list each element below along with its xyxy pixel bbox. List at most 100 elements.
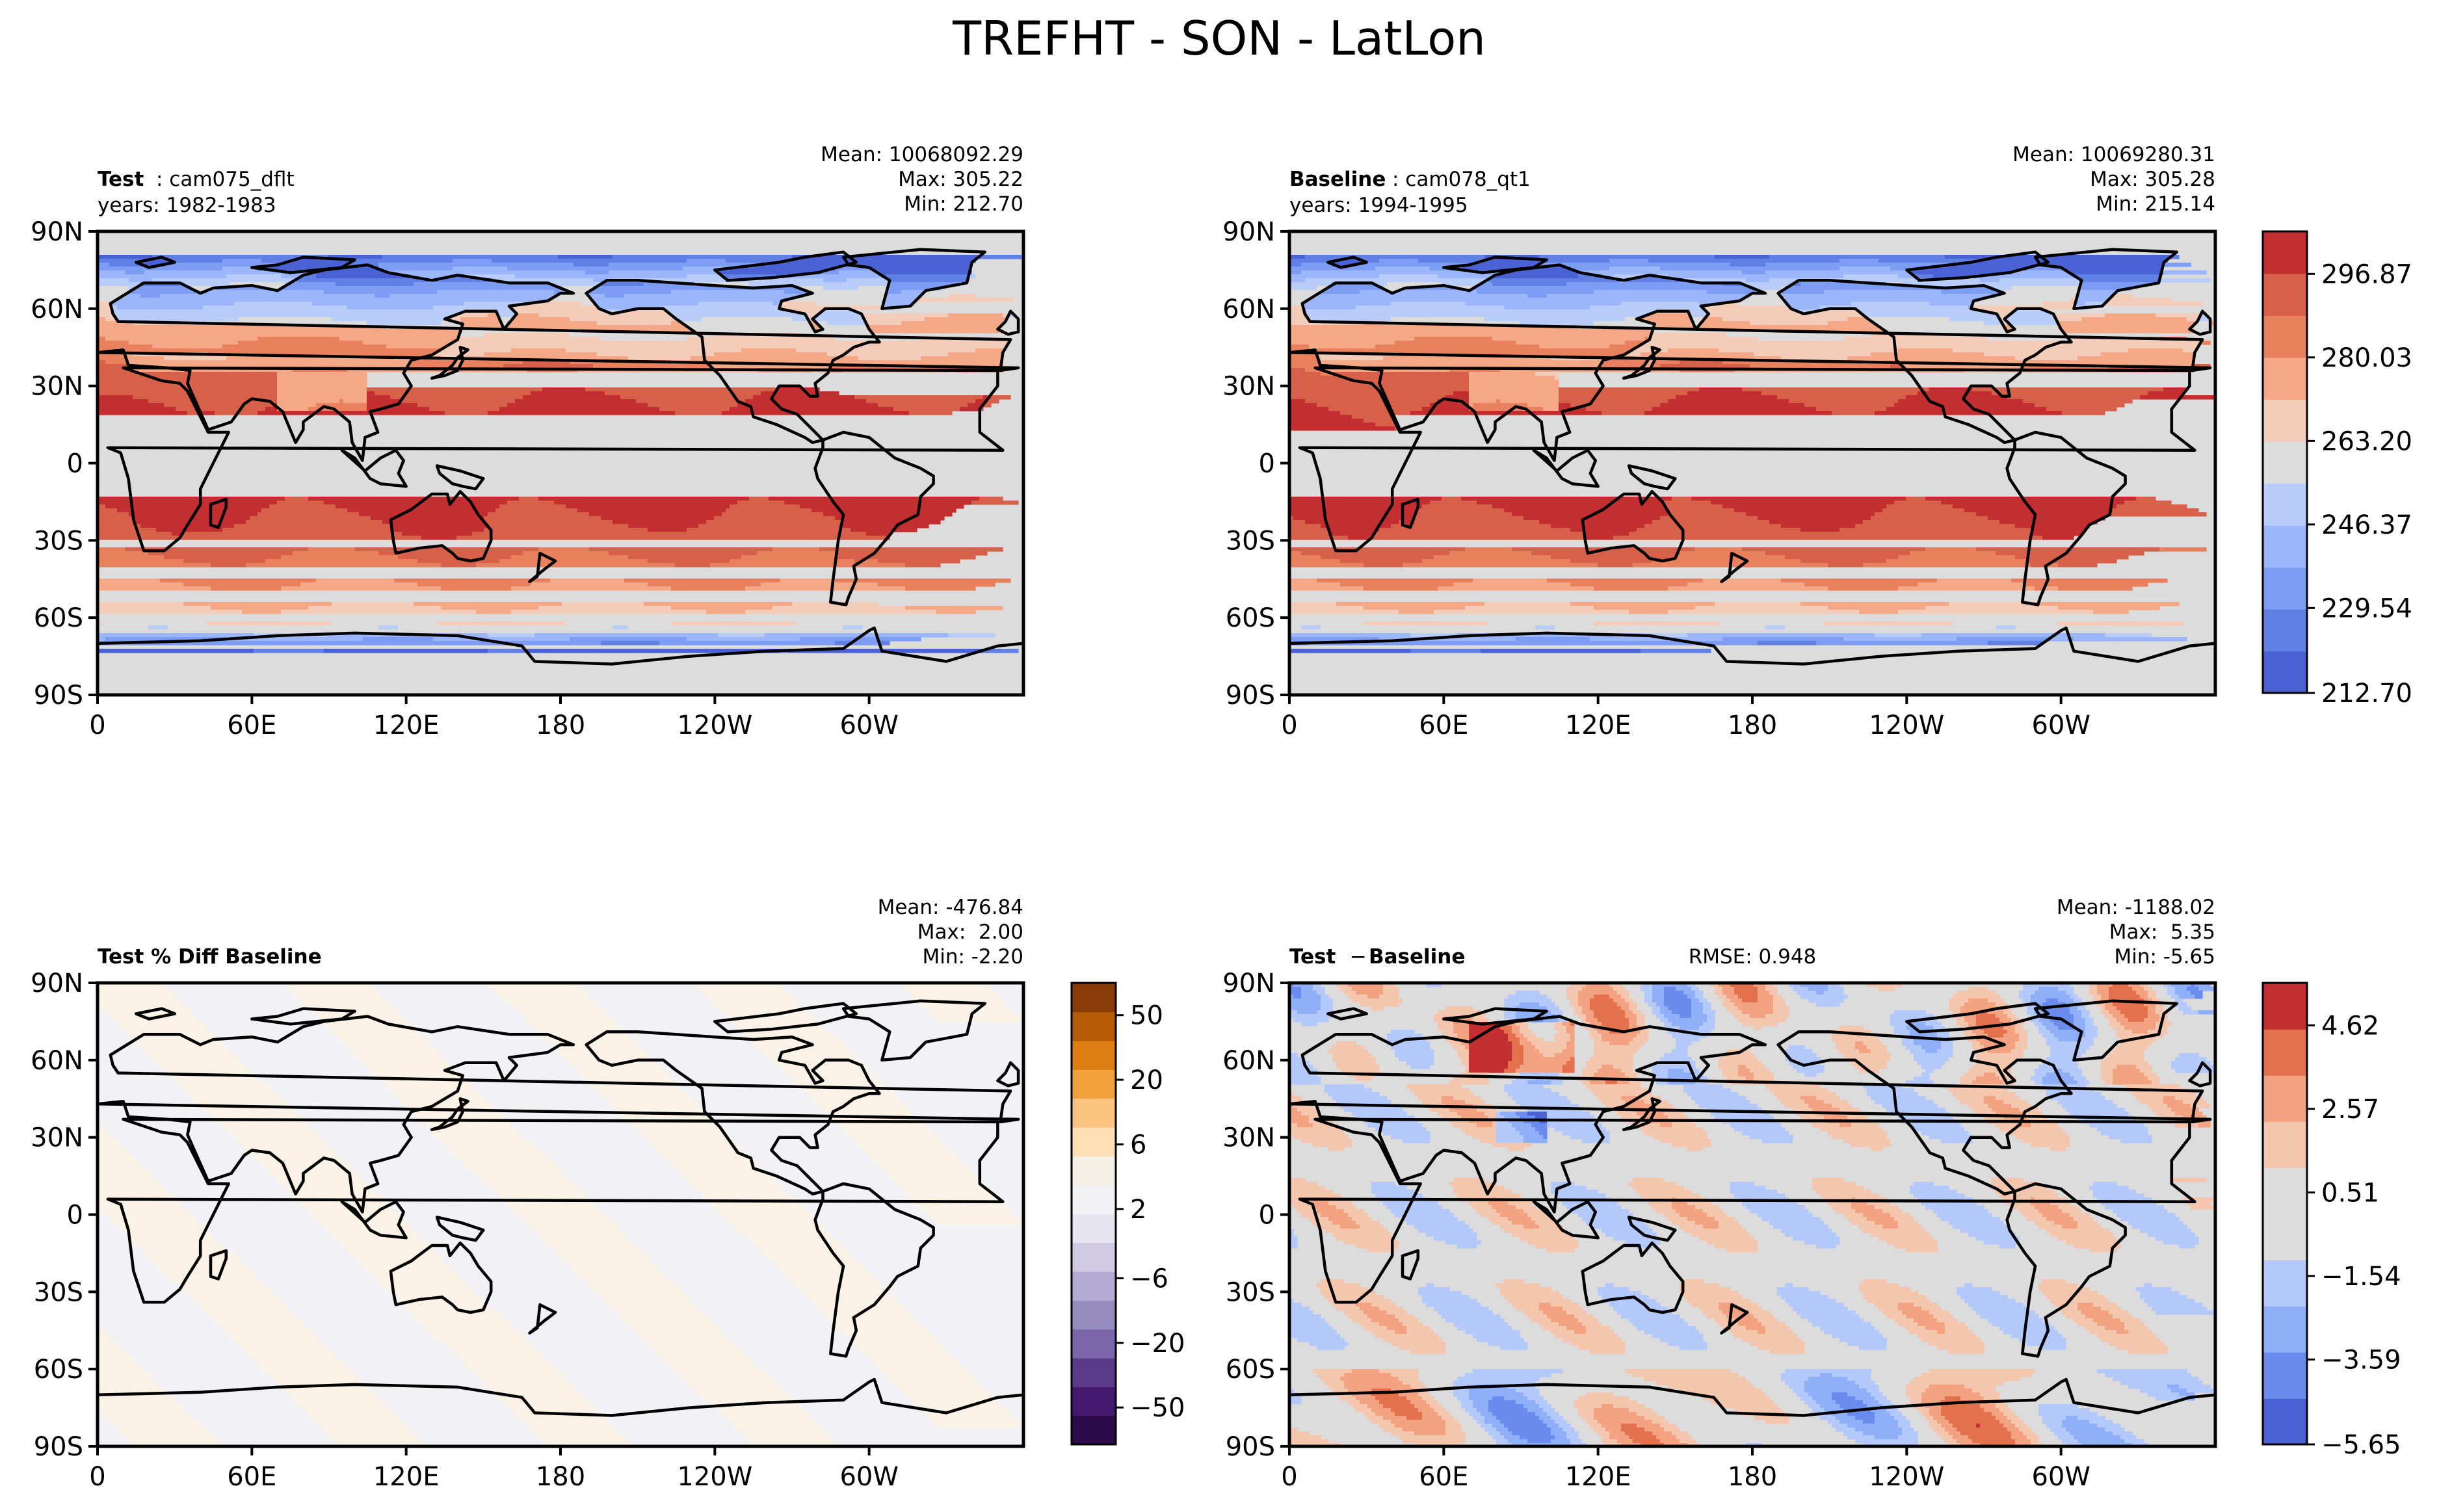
field-cell (277, 403, 317, 408)
field-cell (1719, 995, 1727, 999)
field-cell (1395, 1330, 1407, 1335)
field-cell (488, 411, 676, 415)
field-cell (1523, 1034, 1536, 1038)
field-cell (1473, 579, 1548, 583)
coastline (585, 279, 881, 445)
field-cell (1496, 1416, 1540, 1420)
field-cell (499, 995, 590, 999)
field-cell (515, 1209, 601, 1214)
field-cell (1418, 1229, 1473, 1233)
field-cell (2148, 1104, 2168, 1108)
field-cell (2113, 1026, 2125, 1030)
field-cell (1574, 1010, 1583, 1015)
colorbar-level (2263, 1214, 2307, 1260)
field-cell (2156, 1022, 2172, 1026)
field-cell (1492, 1424, 1505, 1428)
field-cell (1289, 536, 1349, 540)
field-cell (1508, 1439, 1528, 1444)
field-cell (644, 1135, 730, 1140)
field-cell (1289, 1190, 1333, 1194)
field-cell (98, 1369, 145, 1374)
field-cell (1871, 1232, 1930, 1237)
field-cell (222, 1326, 309, 1331)
field-cell (1789, 1061, 1821, 1065)
field-cell (1921, 1373, 2031, 1377)
field-cell (1309, 641, 1758, 645)
field-cell (1839, 1338, 1887, 1342)
coastline (209, 1249, 228, 1281)
field-cell (1289, 1061, 1310, 1065)
field-cell (511, 610, 707, 614)
field-cell (1332, 263, 1356, 267)
field-cell (1984, 1100, 2004, 1104)
field-cell (1652, 1205, 1672, 1210)
field-cell (98, 497, 285, 501)
field-cell (1914, 1318, 1938, 1323)
field-cell (1863, 1213, 1891, 1218)
field-cell (550, 298, 555, 302)
field-cell (234, 302, 313, 306)
field-cell (1289, 1201, 1310, 1206)
field-cell (2109, 1018, 2117, 1023)
field-cell (1594, 1037, 1602, 1042)
field-cell (862, 317, 925, 322)
field-cell (2058, 1037, 2082, 1042)
field-cell (1289, 1119, 1310, 1124)
field-cell (1703, 1225, 1719, 1229)
field-cell (601, 516, 715, 521)
field-cell (2120, 1381, 2203, 1385)
field-cell (2058, 1100, 2113, 1104)
field-cell (98, 1123, 102, 1128)
field-cell (1508, 1022, 1516, 1026)
field-cell (823, 309, 855, 314)
field-cell (1730, 1182, 1754, 1186)
field-cell (1921, 1412, 1930, 1416)
field-cell (109, 263, 141, 267)
field-cell (2179, 1006, 2191, 1011)
field-cell (1637, 1096, 1661, 1101)
colorbar-tick-label: 2 (1130, 1195, 1146, 1225)
colorbar-level (2263, 525, 2307, 568)
field-cell (694, 1388, 785, 1393)
field-cell (566, 1057, 652, 1062)
field-cell (98, 1365, 141, 1370)
field-cell (2058, 1435, 2074, 1440)
field-cell (1734, 1014, 1750, 1019)
field-cell (98, 520, 133, 525)
field-cell (2159, 278, 2211, 283)
field-cell (1879, 1236, 1934, 1241)
field-cell (1453, 1178, 1485, 1182)
field-cell (453, 364, 461, 369)
field-cell (1800, 1396, 1813, 1401)
field-cell (1777, 1287, 1809, 1292)
field-cell (1660, 1424, 1676, 1428)
field-cell (2038, 1018, 2051, 1023)
field-cell (277, 263, 348, 267)
colorbar-level (1072, 1271, 1116, 1301)
field-cell (1945, 1330, 1973, 1335)
field-cell (1664, 1022, 1672, 1026)
field-cell (1496, 1123, 1512, 1128)
field-cell (1664, 1112, 1684, 1116)
field-cell (156, 528, 223, 532)
field-cell (133, 1240, 219, 1245)
field-cell (1500, 1287, 1551, 1292)
field-cell (1758, 1330, 1766, 1335)
field-cell (2113, 1431, 2133, 1436)
field-cell (1957, 1291, 2000, 1296)
field-cell (1910, 1400, 1922, 1405)
field-cell (1999, 1408, 2012, 1413)
field-cell (1461, 1127, 1497, 1132)
field-cell (948, 313, 1003, 318)
field-cell (1504, 1030, 1512, 1034)
field-cell (1332, 1232, 1391, 1237)
field-cell (1906, 1385, 1930, 1389)
field-cell (316, 1420, 402, 1424)
field-cell (1652, 1073, 1668, 1077)
lat-tick-label: 60S (1226, 1355, 1275, 1385)
field-cell (1578, 274, 1602, 279)
field-cell (1289, 278, 1306, 283)
field-cell (1445, 1240, 1481, 1245)
field-cell (1941, 1412, 1992, 1416)
field-cell (905, 563, 941, 567)
